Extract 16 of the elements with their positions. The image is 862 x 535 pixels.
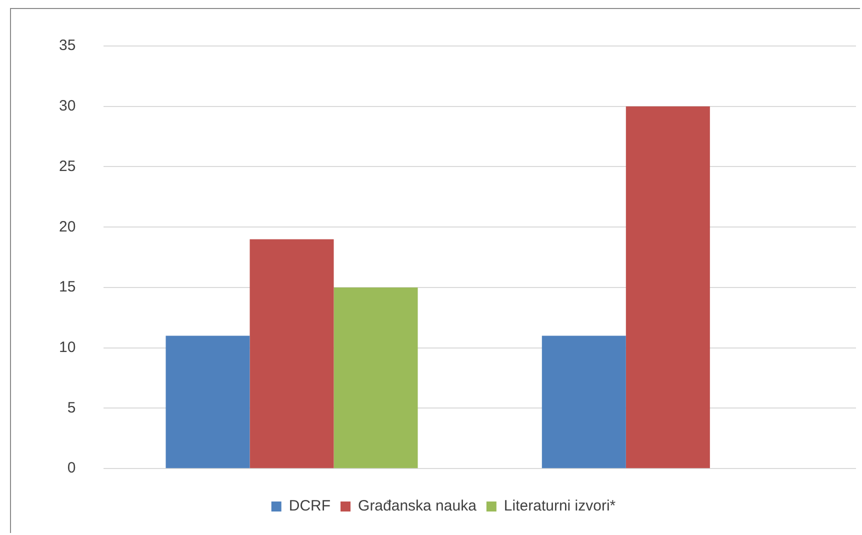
y-tick-label: 25 [58, 158, 76, 175]
bar [626, 106, 710, 468]
y-tick-label: 0 [67, 460, 76, 477]
bar [542, 336, 626, 468]
legend-label: DCRF [288, 498, 331, 515]
y-tick-label: 5 [67, 399, 76, 416]
legend-label: Literaturni izvori* [504, 498, 616, 515]
legend-label: Građanska nauka [358, 498, 478, 515]
y-tick-label: 30 [58, 98, 76, 115]
y-tick-label: 35 [58, 37, 76, 54]
y-tick-label: 20 [58, 218, 76, 236]
bar [334, 287, 418, 468]
y-tick-label: 15 [58, 278, 76, 296]
bar [166, 336, 250, 468]
bar [250, 239, 334, 468]
y-tick-label: 10 [58, 339, 76, 356]
